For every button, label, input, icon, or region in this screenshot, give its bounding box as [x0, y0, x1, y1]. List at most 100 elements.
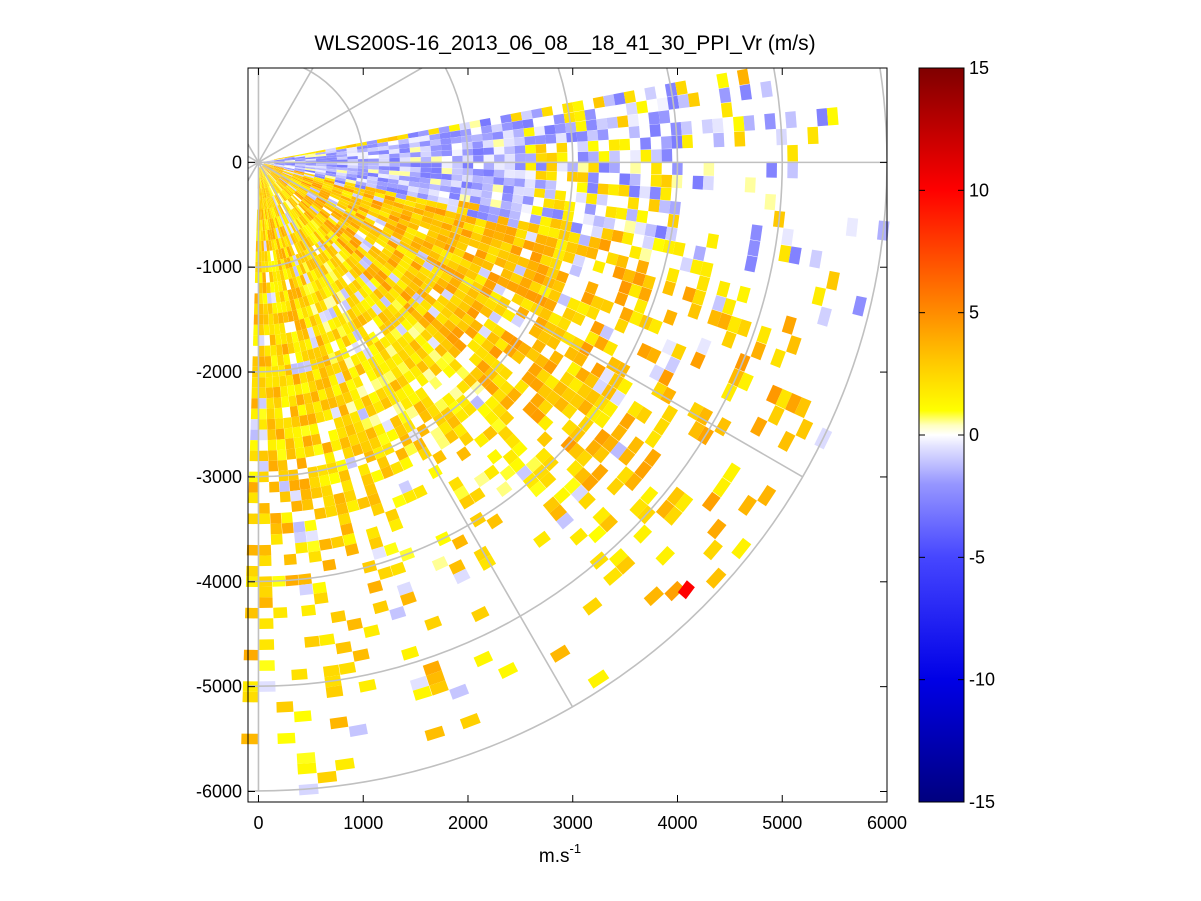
velocity-cell	[284, 167, 295, 171]
velocity-cell	[271, 170, 281, 178]
velocity-cell	[300, 214, 309, 225]
velocity-cell	[671, 343, 687, 361]
velocity-cell	[317, 323, 327, 335]
velocity-cell	[357, 463, 371, 477]
colorbar-tick-label: 10	[969, 180, 989, 200]
velocity-cell	[259, 178, 261, 189]
velocity-cell	[590, 295, 605, 310]
velocity-cell	[284, 212, 292, 223]
velocity-cell	[522, 239, 536, 251]
velocity-cell	[573, 467, 591, 485]
velocity-cell	[407, 326, 420, 340]
velocity-cell	[312, 346, 322, 359]
velocity-cell	[588, 236, 601, 250]
velocity-cell	[432, 449, 447, 465]
velocity-cell	[747, 239, 761, 257]
velocity-cell	[258, 251, 262, 262]
velocity-cell	[412, 685, 433, 701]
velocity-cell	[361, 473, 375, 487]
velocity-cell	[381, 247, 393, 258]
velocity-cell	[687, 420, 705, 440]
velocity-cell	[514, 137, 525, 146]
velocity-cell	[300, 182, 311, 189]
velocity-cell	[388, 287, 400, 300]
velocity-cell	[376, 184, 388, 191]
velocity-cell	[484, 410, 499, 426]
velocity-cell	[286, 268, 293, 280]
velocity-cell	[379, 336, 391, 349]
velocity-cell	[469, 195, 481, 205]
velocity-cell	[312, 217, 322, 228]
velocity-cell	[712, 118, 724, 133]
velocity-cell	[270, 533, 283, 545]
velocity-cell	[321, 185, 333, 192]
velocity-cell	[389, 379, 402, 393]
velocity-cell	[602, 400, 619, 418]
velocity-cell	[332, 186, 344, 193]
velocity-cell	[322, 286, 332, 298]
velocity-cell	[385, 357, 397, 371]
velocity-cell	[492, 283, 506, 296]
velocity-cell	[648, 318, 663, 335]
velocity-cell	[461, 313, 475, 326]
velocity-cell	[525, 153, 537, 162]
velocity-cell	[328, 270, 339, 282]
velocity-cell	[291, 194, 301, 204]
velocity-cell	[304, 316, 312, 329]
velocity-cell	[534, 179, 546, 189]
velocity-cell	[377, 177, 389, 183]
velocity-cell	[525, 170, 536, 180]
velocity-cell	[249, 450, 259, 462]
velocity-cell	[476, 211, 489, 221]
velocity-cell	[466, 287, 480, 300]
velocity-cell	[345, 179, 357, 184]
velocity-cell	[339, 436, 351, 450]
velocity-cell	[528, 324, 543, 339]
velocity-cell	[336, 290, 346, 303]
velocity-cell	[284, 187, 293, 196]
velocity-cell	[392, 494, 407, 509]
velocity-cell	[279, 322, 286, 334]
velocity-cell	[295, 264, 303, 276]
velocity-cell	[330, 439, 342, 452]
velocity-cell	[551, 279, 566, 293]
velocity-cell	[395, 323, 408, 336]
velocity-cell	[305, 155, 316, 158]
velocity-cell	[346, 332, 357, 345]
velocity-cell	[305, 156, 316, 160]
velocity-cell	[483, 464, 500, 481]
velocity-cell	[260, 198, 263, 210]
velocity-cell	[355, 276, 366, 288]
velocity-cell	[429, 133, 441, 141]
velocity-cell	[757, 485, 777, 507]
velocity-cell	[418, 316, 431, 329]
velocity-cell	[284, 156, 295, 159]
velocity-cell	[310, 269, 318, 281]
velocity-cell	[760, 80, 773, 98]
velocity-cell	[428, 349, 442, 363]
velocity-cell	[351, 236, 362, 246]
velocity-cell	[304, 635, 320, 648]
velocity-cell	[277, 280, 284, 292]
velocity-cell	[393, 227, 406, 236]
velocity-cell	[248, 482, 259, 493]
velocity-cell	[502, 308, 516, 323]
velocity-cell	[260, 178, 262, 189]
velocity-cell	[274, 162, 285, 164]
velocity-cell	[325, 273, 335, 285]
velocity-cell	[672, 241, 686, 257]
velocity-cell	[287, 223, 295, 234]
velocity-cell	[422, 368, 436, 382]
velocity-cell	[288, 278, 296, 290]
velocity-cell	[306, 293, 315, 306]
velocity-cell	[254, 272, 259, 283]
velocity-cell	[280, 247, 287, 259]
velocity-cell	[386, 239, 399, 250]
velocity-cell	[654, 225, 668, 240]
velocity-cell	[366, 266, 377, 278]
velocity-cell	[275, 227, 281, 239]
velocity-cell	[351, 443, 364, 457]
velocity-cell	[722, 462, 741, 483]
velocity-cell	[262, 272, 267, 283]
